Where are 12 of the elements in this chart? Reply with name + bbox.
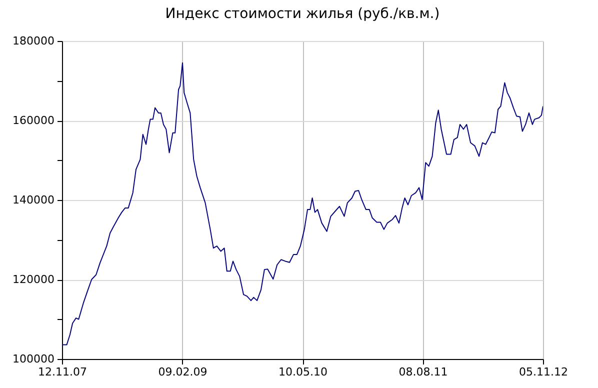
x-tick-label: 05.11.12 bbox=[519, 366, 568, 378]
x-tick-label: 12.11.07 bbox=[38, 366, 87, 378]
y-tick-label: 120000 bbox=[12, 273, 54, 286]
chart-title: Индекс стоимости жилья (руб./кв.м.) bbox=[165, 6, 440, 22]
x-tick-label: 10.05.10 bbox=[278, 366, 328, 378]
y-tick-label: 100000 bbox=[12, 352, 54, 366]
x-tick-label: 08.08.11 bbox=[398, 366, 448, 378]
y-tick-label: 180000 bbox=[12, 34, 54, 48]
y-tick-label: 140000 bbox=[12, 194, 54, 206]
line-series bbox=[62, 62, 543, 346]
y-tick-label: 160000 bbox=[12, 114, 54, 127]
x-tick-label: 09.02.09 bbox=[158, 366, 208, 378]
